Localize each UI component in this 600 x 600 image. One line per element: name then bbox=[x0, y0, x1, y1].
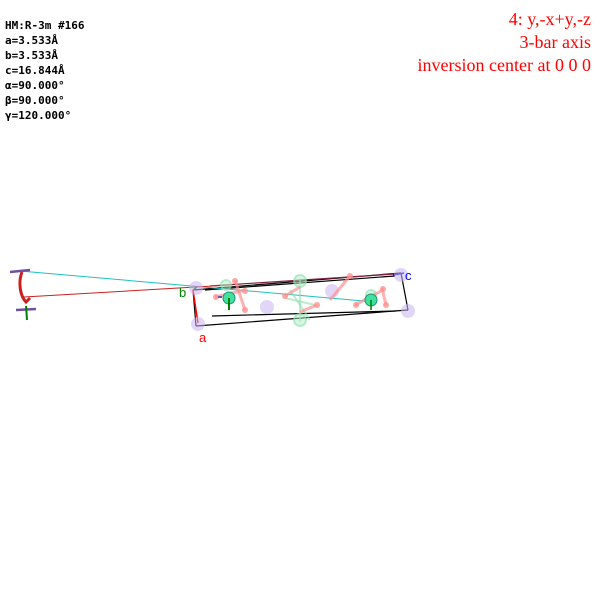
ghost-atom bbox=[401, 304, 415, 318]
symmetry-operation-info: 4: y,-x+y,-z 3-bar axis inversion center… bbox=[418, 8, 591, 77]
light-atom bbox=[380, 286, 386, 292]
light-atom bbox=[242, 307, 248, 313]
light-atom bbox=[383, 302, 389, 308]
space-group-label: HM:R-3m #166 bbox=[5, 19, 85, 32]
cell-param-a: a=3.533Å bbox=[5, 34, 58, 47]
cell-param-c: c=16.844Å bbox=[5, 64, 65, 77]
light-atom bbox=[347, 273, 353, 279]
ghost-atom bbox=[189, 281, 203, 295]
light-atom bbox=[213, 294, 219, 300]
ghost-atom bbox=[394, 268, 408, 282]
symmetry-description-label: inversion center at 0 0 0 bbox=[417, 55, 591, 75]
symmetry-operation-label: 4: y,-x+y,-z bbox=[508, 9, 591, 29]
cell-param-b: b=3.533Å bbox=[5, 49, 58, 62]
axis-label-b: b bbox=[179, 285, 186, 300]
light-atom bbox=[232, 278, 238, 284]
axis-label-a: a bbox=[199, 330, 207, 345]
cell-param-beta: β=90.000° bbox=[5, 94, 65, 107]
ghost-atom bbox=[191, 317, 205, 331]
symmetry-element-label: 3-bar axis bbox=[519, 32, 591, 52]
ghost-atom bbox=[260, 300, 274, 314]
rotation-arrow-icon bbox=[9, 268, 37, 321]
axis-label-c: c bbox=[405, 268, 412, 283]
metal-atoms bbox=[218, 291, 378, 310]
light-atom bbox=[282, 293, 288, 299]
cell-param-gamma: γ=120.000° bbox=[5, 109, 72, 122]
light-atom bbox=[353, 302, 359, 308]
light-atom bbox=[314, 302, 320, 308]
cell-param-alpha: α=90.000° bbox=[5, 79, 65, 92]
ghost-atoms bbox=[189, 268, 415, 331]
light-atom bbox=[242, 288, 248, 294]
unit-cell-info: HM:R-3m #166 a=3.533Å b=3.533Å c=16.844Å… bbox=[5, 18, 84, 123]
